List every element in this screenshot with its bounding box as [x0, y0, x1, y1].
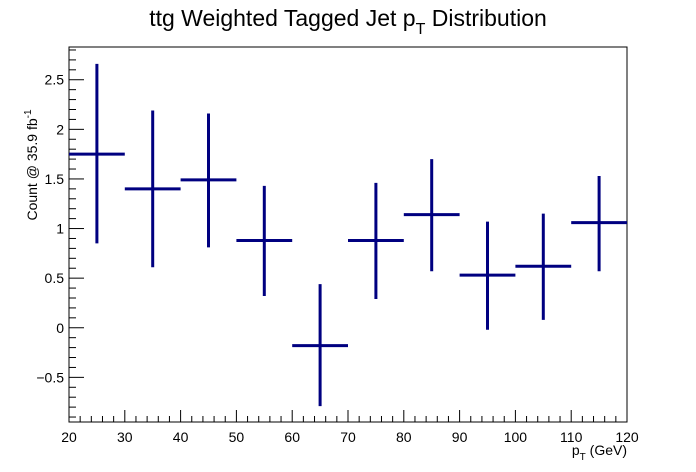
y-axis-label-main: Count @ 35.9 fb: [24, 118, 40, 220]
y-axis-label-superscript: -1: [23, 109, 34, 118]
x-tick-label: 40: [173, 429, 189, 445]
x-axis-label-main: p: [572, 442, 580, 458]
y-tick-label: 2: [56, 121, 64, 137]
x-tick-label: 70: [340, 429, 356, 445]
data-point: [124, 110, 181, 268]
x-tick-label: 120: [615, 429, 639, 445]
y-tick-label: 1.5: [45, 171, 65, 187]
data-point: [69, 63, 125, 244]
data-series: [69, 63, 627, 407]
x-tick-label: 30: [117, 429, 133, 445]
data-point: [403, 159, 460, 272]
y-axis: −0.5 0 0.5 1 1.5 2 2.5: [36, 49, 84, 418]
x-tick-label: 100: [504, 429, 528, 445]
chart-title-subscript: T: [416, 21, 426, 38]
y-tick-label: 0: [56, 320, 64, 336]
y-tick-label: −0.5: [36, 369, 64, 385]
data-point: [571, 175, 627, 272]
y-axis-label: Count @ 35.9 fb-1: [23, 109, 40, 221]
x-tick-label: 80: [396, 429, 412, 445]
data-point: [180, 113, 237, 248]
x-tick-label: 60: [284, 429, 300, 445]
y-tick-label: 1: [56, 221, 64, 237]
data-point: [348, 182, 404, 299]
data-point: [236, 185, 293, 297]
data-point: [515, 213, 572, 320]
y-tick-label: 2.5: [45, 72, 65, 88]
x-tick-label: 90: [452, 429, 468, 445]
x-axis: 20 30 40 50 60 70 80 90 100 110 120: [61, 410, 639, 445]
y-tick-label: 0.5: [45, 270, 65, 286]
data-point: [292, 284, 348, 407]
data-point: [459, 221, 516, 330]
x-tick-label: 20: [61, 429, 77, 445]
x-tick-label: 110: [560, 429, 583, 445]
x-axis-label-end: (GeV): [586, 442, 627, 458]
chart-title-main: ttg Weighted Tagged Jet p: [149, 5, 415, 31]
x-axis-label: pT (GeV): [572, 442, 627, 463]
x-tick-label: 50: [229, 429, 245, 445]
x-axis-label-subscript: T: [580, 452, 586, 463]
chart-title-end: Distribution: [425, 5, 546, 31]
chart-title: ttg Weighted Tagged Jet pT Distribution: [149, 5, 547, 38]
